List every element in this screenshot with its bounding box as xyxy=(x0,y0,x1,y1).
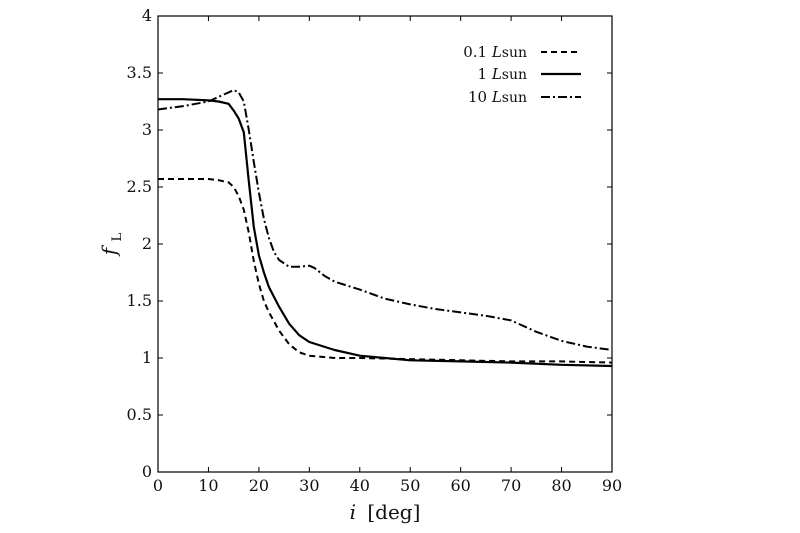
legend-unit-sub: sun xyxy=(502,45,527,61)
x-tick-label: 90 xyxy=(602,476,622,495)
y-tick-label: 2.5 xyxy=(127,177,152,196)
x-axis-title: i [deg] xyxy=(350,500,421,524)
series-line-1 xyxy=(158,98,613,368)
x-tick-label: 40 xyxy=(350,476,370,495)
legend-value: 1 xyxy=(478,65,492,83)
x-tick-label: 0 xyxy=(153,476,163,495)
series-layer xyxy=(157,89,613,368)
legend-unit: L xyxy=(491,43,502,61)
legend-value: 0.1 xyxy=(463,43,492,61)
x-axis-unit: [deg] xyxy=(367,500,420,524)
series-line-2 xyxy=(157,89,613,351)
y-axis-title: f L xyxy=(97,232,125,257)
series-line-0 xyxy=(158,178,613,364)
legend-label: 1 Lsun xyxy=(478,65,528,83)
legend-label: 10 Lsun xyxy=(468,88,527,106)
legend-unit-sub: sun xyxy=(502,67,527,83)
y-tick-label: 1.5 xyxy=(127,291,152,310)
x-tick-label: 60 xyxy=(450,476,470,495)
x-tick-label: 30 xyxy=(299,476,319,495)
y-axis-subscript: L xyxy=(110,232,125,241)
legend-unit: L xyxy=(491,88,502,106)
y-axis-symbol: f xyxy=(97,244,121,257)
y-tick-label: 1 xyxy=(142,348,152,367)
ticks-layer: 0 10 20 30 40 50 60 70 80 90 0 0.5 1 1.5 2 2.5 3 3.5 4 xyxy=(127,6,623,495)
y-tick-label: 2 xyxy=(142,234,152,253)
x-tick-label: 80 xyxy=(551,476,571,495)
x-tick-label: 70 xyxy=(501,476,521,495)
y-tick-label: 4 xyxy=(142,6,152,25)
legend-label: 0.1 Lsun xyxy=(463,43,527,61)
y-tick-label: 3.5 xyxy=(127,63,152,82)
x-tick-label: 50 xyxy=(400,476,420,495)
y-tick-label: 0 xyxy=(142,462,152,481)
legend-unit: L xyxy=(491,65,502,83)
plot-frame xyxy=(157,15,613,473)
x-axis-symbol: i xyxy=(350,500,356,524)
y-tick-label: 3 xyxy=(142,120,152,139)
y-tick-label: 0.5 xyxy=(127,405,152,424)
legend-unit-sub: sun xyxy=(502,90,527,106)
x-tick-label: 10 xyxy=(198,476,218,495)
x-tick-label: 20 xyxy=(249,476,269,495)
legend-value: 10 xyxy=(468,88,492,106)
